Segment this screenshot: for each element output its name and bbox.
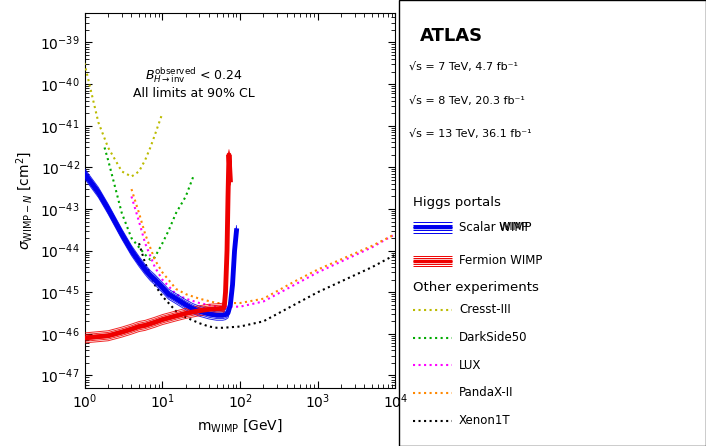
Text: Cresst-III: Cresst-III xyxy=(459,303,510,317)
Text: Xenon1T: Xenon1T xyxy=(459,414,510,427)
Text: WIMP: WIMP xyxy=(496,223,527,232)
Text: √s = 7 TeV, 4.7 fb⁻¹: √s = 7 TeV, 4.7 fb⁻¹ xyxy=(409,62,518,72)
Y-axis label: $\sigma_{\mathrm{WIMP}-N}$ [cm$^2$]: $\sigma_{\mathrm{WIMP}-N}$ [cm$^2$] xyxy=(14,151,35,250)
Text: Higgs portals: Higgs portals xyxy=(413,196,501,209)
Text: LUX: LUX xyxy=(459,359,481,372)
Text: Other experiments: Other experiments xyxy=(413,281,539,294)
Text: √s = 8 TeV, 20.3 fb⁻¹: √s = 8 TeV, 20.3 fb⁻¹ xyxy=(409,96,525,106)
Text: $B_{H\rightarrow \mathrm{inv}}^{\mathrm{observed}}$ < 0.24
All limits at 90% CL: $B_{H\rightarrow \mathrm{inv}}^{\mathrm{… xyxy=(133,66,254,100)
Text: Fermion WIMP: Fermion WIMP xyxy=(459,254,542,268)
X-axis label: m$_{\mathrm{WIMP}}$ [GeV]: m$_{\mathrm{WIMP}}$ [GeV] xyxy=(197,417,283,434)
Text: Scalar WIMP: Scalar WIMP xyxy=(459,221,532,234)
Text: PandaX-II: PandaX-II xyxy=(459,386,513,400)
Text: DarkSide50: DarkSide50 xyxy=(459,331,527,344)
Text: ATLAS: ATLAS xyxy=(420,27,483,45)
Text: √s = 13 TeV, 36.1 fb⁻¹: √s = 13 TeV, 36.1 fb⁻¹ xyxy=(409,129,532,139)
